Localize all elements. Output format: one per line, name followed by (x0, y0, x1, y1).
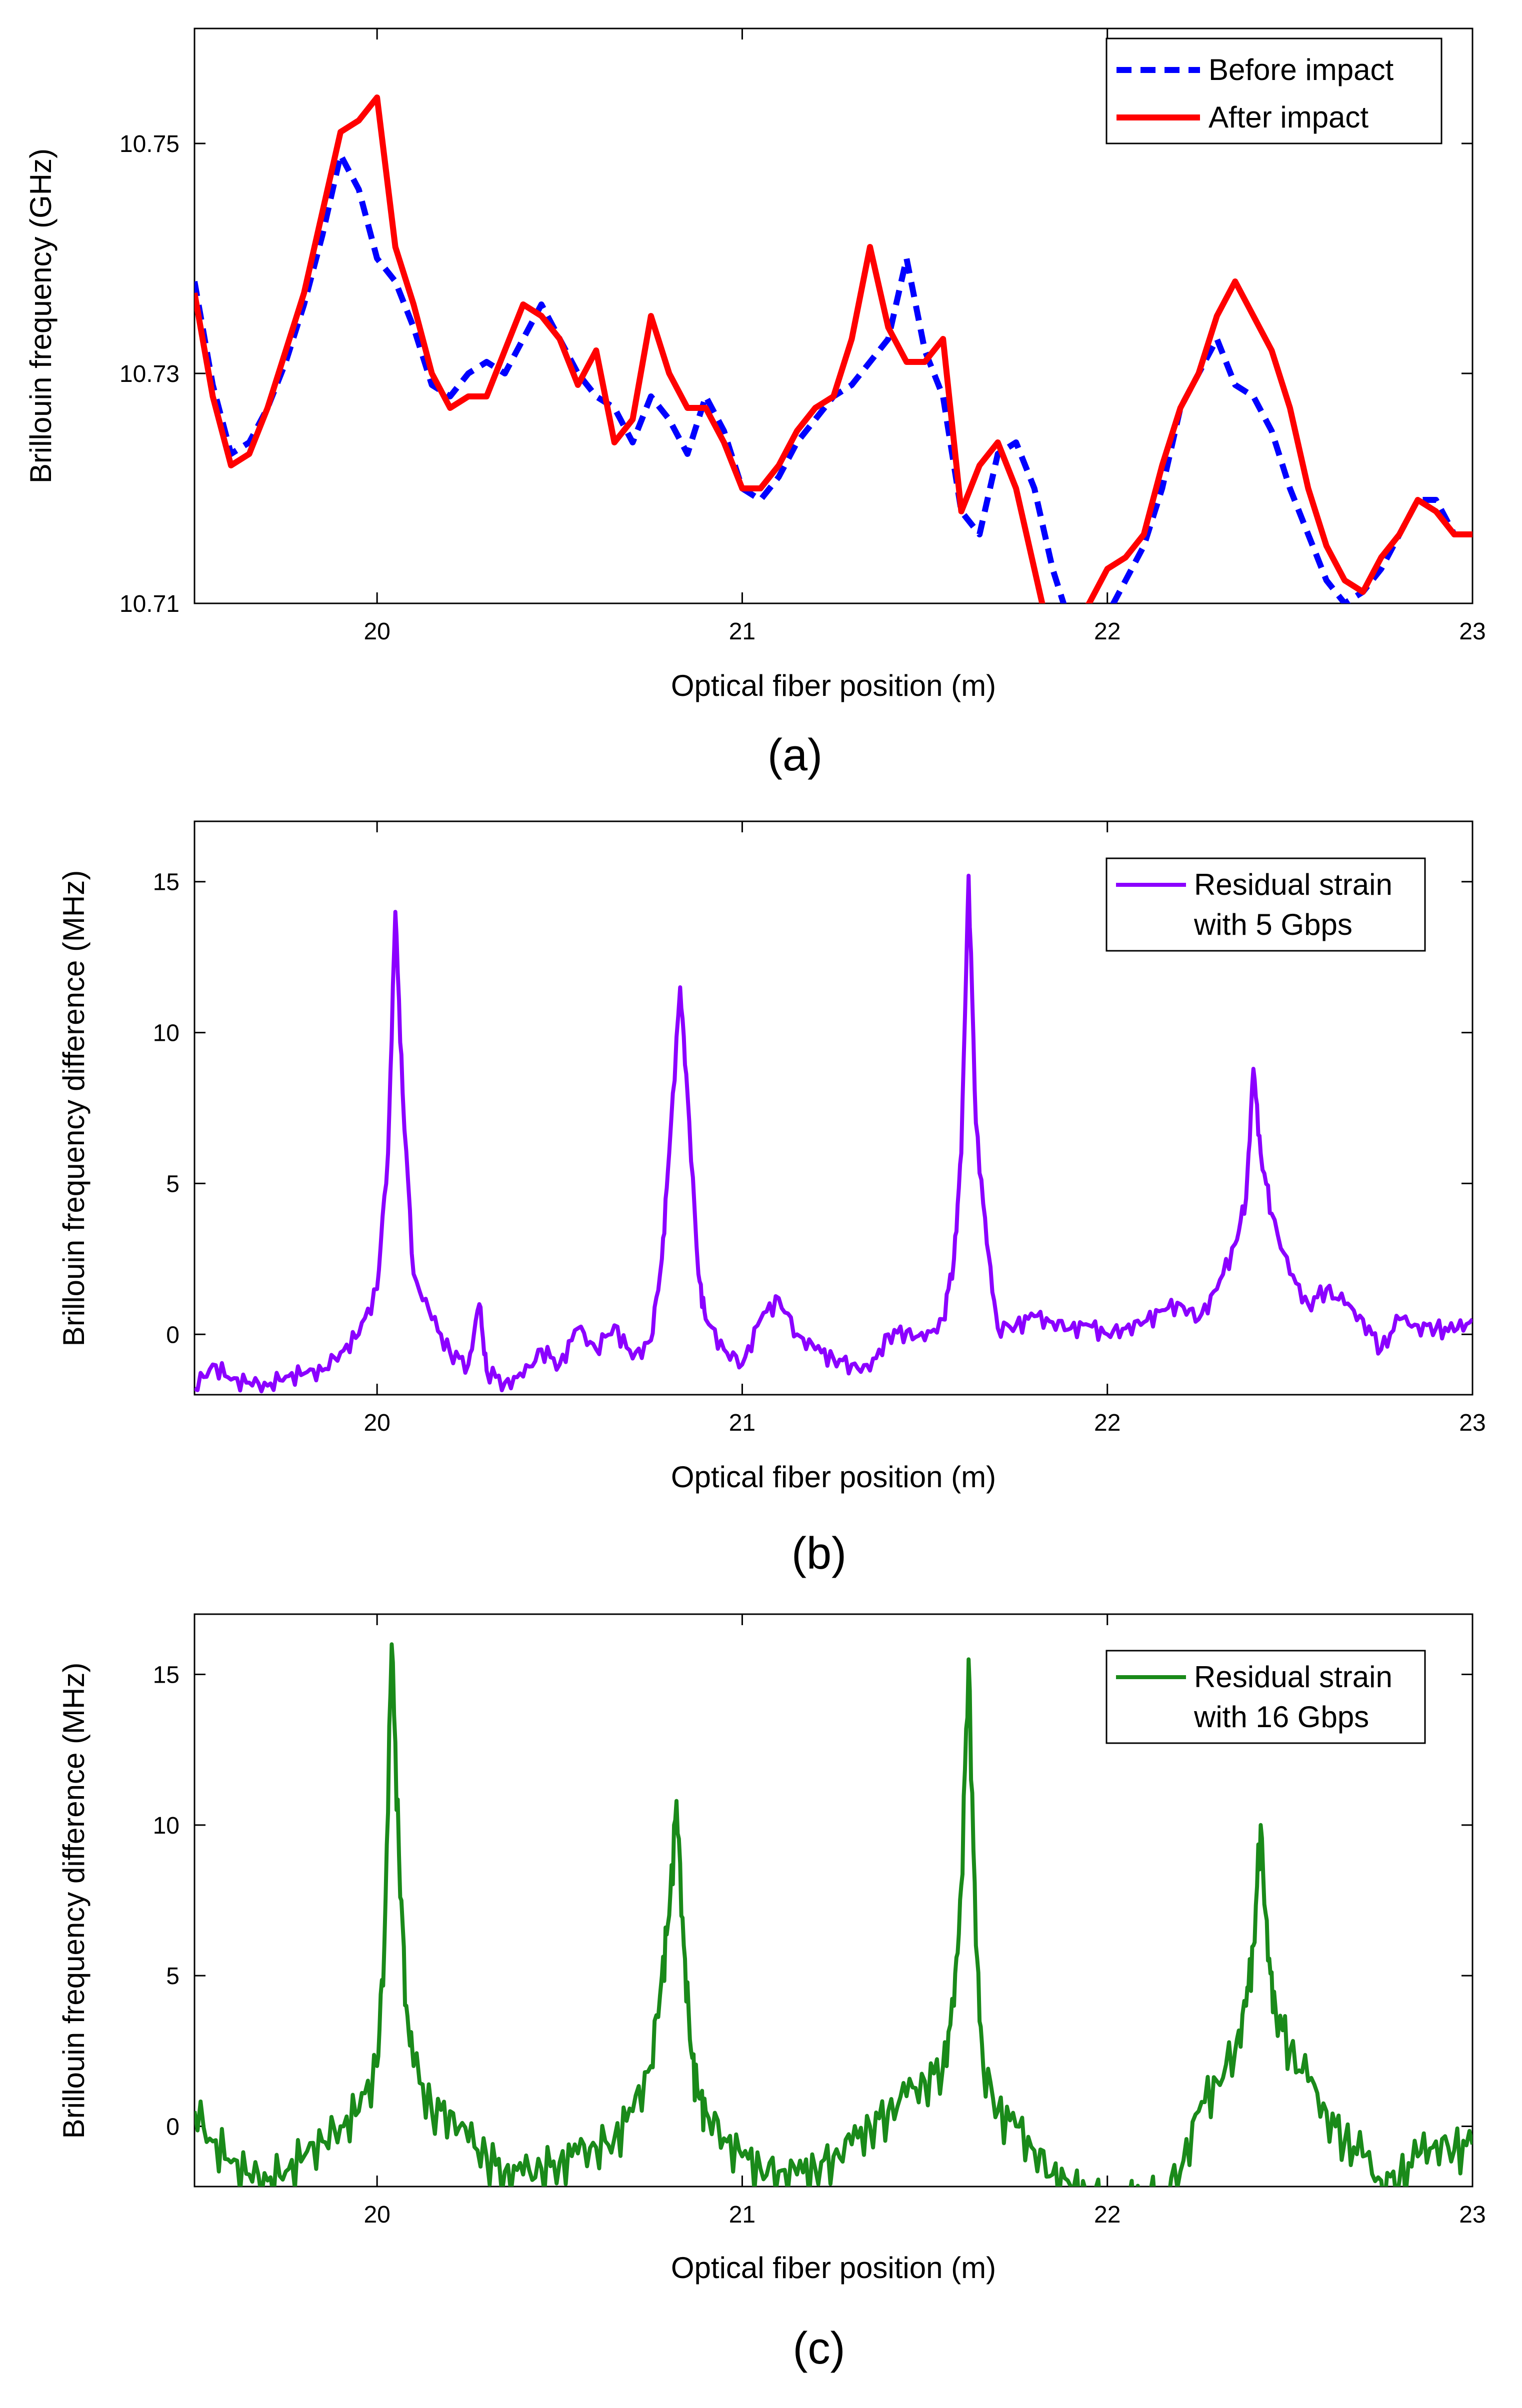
y-tick-label: 0 (166, 2114, 180, 2140)
y-tick-label: 10.71 (120, 591, 180, 617)
x-tick-label: 21 (729, 2202, 756, 2228)
legend-label-after-impact: After impact (1208, 100, 1368, 134)
y-tick-label: 15 (153, 869, 180, 896)
legend-label-line1-16-gbps: Residual strain (1194, 1660, 1392, 1694)
legend-c: Residual strain with 16 Gbps (1106, 1650, 1426, 1744)
y-ticks-b: 0 5 10 15 (153, 869, 1472, 1348)
x-tick-label: 23 (1459, 2202, 1486, 2228)
legend-box-c (1106, 1650, 1426, 1744)
y-ticks-a: 10.71 10.73 10.75 (120, 131, 1472, 617)
y-tick-label: 5 (166, 1963, 180, 1990)
legend-b: Residual strain with 5 Gbps (1106, 857, 1426, 952)
plot-frame-c (194, 1613, 1474, 2188)
y-tick-label: 15 (153, 1662, 180, 1689)
y-tick-label: 10 (153, 1020, 180, 1047)
y-axis-label-c: Brillouin frequency difference (MHz) (57, 1663, 90, 2139)
x-ticks-c: 20 21 22 23 (364, 1614, 1486, 2228)
x-tick-label: 23 (1459, 618, 1486, 645)
legend-a: Before impact After impact (1106, 37, 1442, 144)
y-axis-label-b: Brillouin frequency difference (MHz) (57, 870, 90, 1347)
x-tick-label: 20 (364, 2202, 390, 2228)
x-tick-label: 20 (364, 1410, 390, 1436)
legend-label-before-impact: Before impact (1208, 53, 1394, 86)
y-tick-label: 10.75 (120, 131, 180, 157)
plot-frame-a (194, 27, 1474, 604)
series-line-residual-strain-5-gbps (194, 873, 1472, 1394)
legend-box-a (1106, 37, 1442, 144)
x-tick-label: 20 (364, 618, 390, 645)
y-tick-label: 10 (153, 1813, 180, 1839)
x-tick-label: 22 (1094, 618, 1120, 645)
legend-box-b (1106, 857, 1426, 952)
x-tick-label: 22 (1094, 1410, 1120, 1436)
caption-a: (a) (768, 730, 822, 780)
y-axis-label-a: Brillouin frequency (GHz) (24, 148, 58, 483)
x-axis-label-c: Optical fiber position (m) (671, 2251, 996, 2285)
caption-b: (b) (792, 1529, 846, 1579)
legend-label-line2-16-gbps: with 16 Gbps (1194, 1700, 1369, 1734)
legend-label-line2-5-gbps: with 5 Gbps (1194, 908, 1352, 941)
y-tick-label: 10.73 (120, 361, 180, 387)
plot-frame-b (194, 820, 1474, 1396)
series-line-after-impact (194, 94, 1472, 603)
panel-c: 20 21 22 23 0 5 10 15 Optical fiber position (… (57, 1613, 1486, 2374)
x-tick-label: 22 (1094, 2202, 1120, 2228)
panel-b: 20 21 22 23 0 5 10 15 Optical fiber position (… (57, 820, 1486, 1579)
caption-c: (c) (793, 2324, 846, 2374)
x-tick-label: 21 (729, 1410, 756, 1436)
x-ticks-a: 20 21 22 23 (364, 28, 1486, 645)
y-tick-label: 0 (166, 1322, 180, 1348)
y-tick-label: 5 (166, 1171, 180, 1197)
x-axis-label-b: Optical fiber position (m) (671, 1460, 996, 1494)
x-tick-label: 21 (729, 618, 756, 645)
y-ticks-c: 0 5 10 15 (153, 1662, 1472, 2140)
series-line-residual-strain-16-gbps (194, 1642, 1472, 2187)
x-tick-label: 23 (1459, 1410, 1486, 1436)
x-axis-label-a: Optical fiber position (m) (671, 669, 996, 702)
panel-a: 20 21 22 23 10.71 10.73 10.75 Optical fiber p… (24, 27, 1486, 780)
x-ticks-b: 20 21 22 23 (364, 821, 1486, 1436)
legend-label-line1-5-gbps: Residual strain (1194, 868, 1392, 901)
